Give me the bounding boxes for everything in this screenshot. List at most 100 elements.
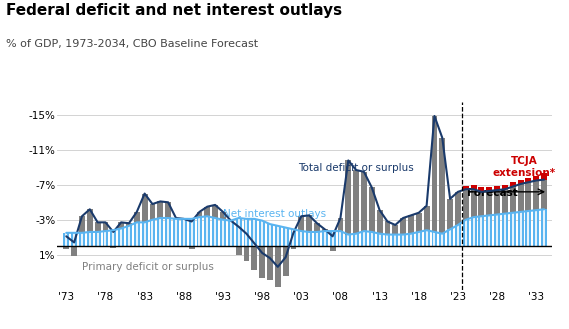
Bar xyxy=(502,214,508,246)
Bar xyxy=(494,190,500,215)
Bar xyxy=(118,222,124,228)
Bar xyxy=(494,186,500,190)
Bar xyxy=(165,218,171,246)
Bar xyxy=(439,234,445,246)
Bar xyxy=(533,176,539,181)
Bar xyxy=(431,232,438,246)
Bar xyxy=(329,246,336,251)
Bar xyxy=(314,223,320,232)
Text: Federal deficit and net interest outlays: Federal deficit and net interest outlays xyxy=(6,3,342,18)
Bar xyxy=(510,213,516,246)
Bar xyxy=(322,229,328,231)
Bar xyxy=(345,235,351,246)
Bar xyxy=(275,246,281,287)
Bar xyxy=(541,173,547,180)
Bar xyxy=(196,212,203,217)
Bar xyxy=(283,228,288,246)
Bar xyxy=(361,231,367,246)
Bar xyxy=(369,188,375,232)
Bar xyxy=(63,246,69,249)
Bar xyxy=(204,207,210,216)
Bar xyxy=(353,234,359,246)
Bar xyxy=(416,232,422,246)
Bar xyxy=(150,220,155,246)
Text: % of GDP, 1973-2034, CBO Baseline Forecast: % of GDP, 1973-2034, CBO Baseline Foreca… xyxy=(6,39,258,49)
Bar xyxy=(134,212,140,222)
Bar xyxy=(494,215,500,246)
Bar xyxy=(471,217,477,246)
Bar xyxy=(118,228,124,246)
Bar xyxy=(486,187,492,191)
Bar xyxy=(345,161,351,235)
Bar xyxy=(479,188,484,192)
Bar xyxy=(486,215,492,246)
Bar xyxy=(502,189,508,214)
Bar xyxy=(385,235,390,246)
Bar xyxy=(526,182,531,211)
Bar xyxy=(322,231,328,246)
Bar xyxy=(526,178,531,182)
Bar xyxy=(158,218,163,246)
Bar xyxy=(220,220,226,246)
Bar xyxy=(502,185,508,189)
Bar xyxy=(400,218,406,235)
Bar xyxy=(71,233,77,246)
Bar xyxy=(71,246,77,256)
Text: Net interest outlays: Net interest outlays xyxy=(223,209,326,219)
Bar xyxy=(298,216,304,231)
Bar xyxy=(408,234,414,246)
Bar xyxy=(244,219,249,246)
Bar xyxy=(541,180,547,209)
Bar xyxy=(314,232,320,246)
Bar xyxy=(102,231,109,246)
Bar xyxy=(306,232,312,246)
Bar xyxy=(165,202,171,218)
Bar xyxy=(518,180,523,184)
Bar xyxy=(353,170,359,234)
Text: Total deficit or surplus: Total deficit or surplus xyxy=(298,163,414,173)
Bar xyxy=(134,222,140,246)
Bar xyxy=(94,222,101,232)
Bar xyxy=(471,185,477,189)
Bar xyxy=(298,231,304,246)
Text: Primary deficit or surplus: Primary deficit or surplus xyxy=(82,262,214,272)
Bar xyxy=(102,222,109,231)
Bar xyxy=(479,192,484,216)
Bar xyxy=(510,187,516,213)
Text: TCJA
extension*: TCJA extension* xyxy=(493,156,556,178)
Bar xyxy=(463,220,469,246)
Bar xyxy=(337,231,343,246)
Bar xyxy=(486,191,492,215)
Bar xyxy=(361,172,367,231)
Bar xyxy=(471,189,477,217)
Bar xyxy=(424,230,430,246)
Bar xyxy=(110,246,116,248)
Bar xyxy=(479,216,484,246)
Bar xyxy=(424,206,430,230)
Bar xyxy=(94,232,101,246)
Bar xyxy=(369,232,375,246)
Bar xyxy=(329,231,336,246)
Bar xyxy=(126,226,132,246)
Bar xyxy=(110,230,116,246)
Bar xyxy=(87,209,93,232)
Bar xyxy=(173,219,179,246)
Bar xyxy=(455,192,461,225)
Bar xyxy=(393,235,398,246)
Bar xyxy=(212,218,218,246)
Bar xyxy=(181,219,187,246)
Bar xyxy=(79,233,85,246)
Bar xyxy=(306,215,312,232)
Bar xyxy=(283,246,288,276)
Bar xyxy=(518,184,523,212)
Bar xyxy=(447,229,453,246)
Bar xyxy=(142,193,147,222)
Bar xyxy=(63,233,69,246)
Bar xyxy=(408,215,414,234)
Bar xyxy=(447,199,453,229)
Bar xyxy=(251,246,257,270)
Bar xyxy=(189,219,195,246)
Bar xyxy=(236,218,242,246)
Bar xyxy=(236,246,242,255)
Bar xyxy=(416,213,422,232)
